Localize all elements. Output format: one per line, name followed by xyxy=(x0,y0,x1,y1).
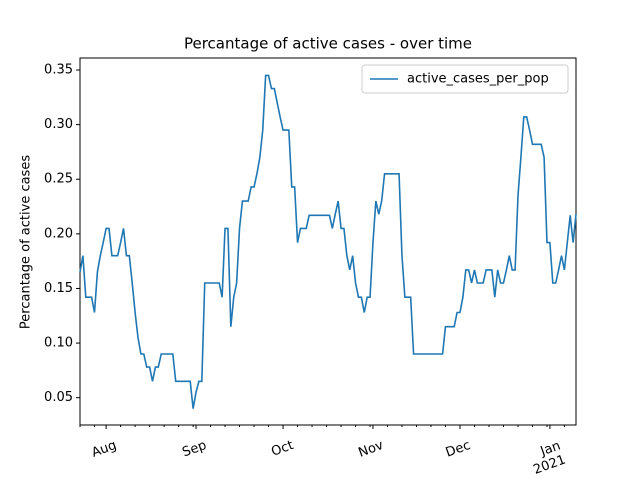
y-tick-label: 0.05 xyxy=(44,390,73,405)
x-tick-label: Sep xyxy=(180,438,208,460)
y-tick-label: 0.15 xyxy=(44,281,73,296)
x-tick-label: Aug xyxy=(90,438,119,461)
plot-frame xyxy=(79,57,577,426)
y-tick-label: 0.25 xyxy=(44,172,73,187)
chart-title: Percantage of active cases - over time xyxy=(184,35,472,53)
x-tick-label: Dec xyxy=(444,438,473,461)
y-axis-label: Percantage of active cases xyxy=(19,155,34,329)
y-tick-label: 0.35 xyxy=(44,63,73,78)
data-line xyxy=(79,74,577,409)
legend-box xyxy=(361,64,569,94)
legend-label: active_cases_per_pop xyxy=(407,72,549,87)
x-tick-label: Jan2021 xyxy=(526,438,567,477)
x-tick-label: Oct xyxy=(269,438,295,460)
y-tick-label: 0.20 xyxy=(44,226,73,241)
x-tick-label: Nov xyxy=(357,438,386,461)
y-tick-label: 0.10 xyxy=(44,336,73,351)
y-tick-label: 0.30 xyxy=(44,117,73,132)
